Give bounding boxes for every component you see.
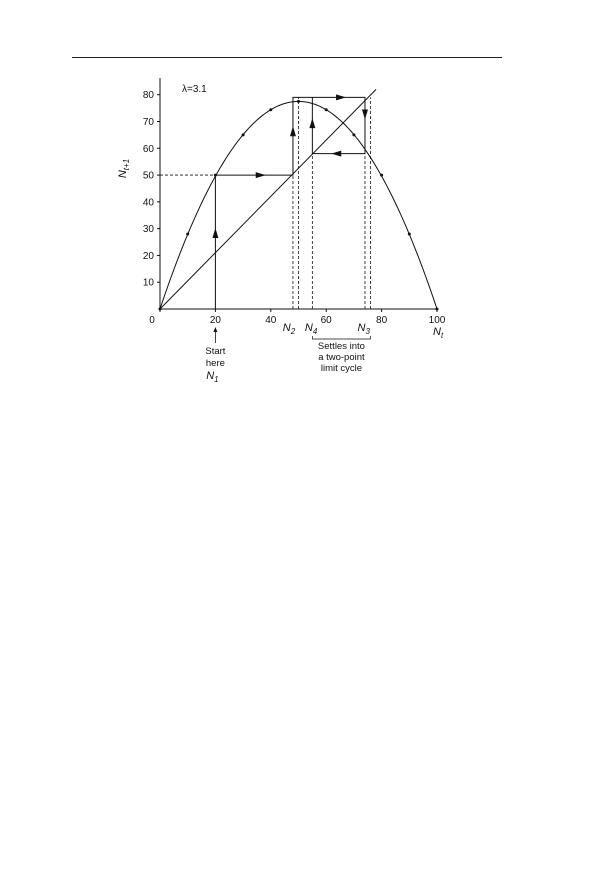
series-identity-line [159,89,377,310]
x-axis-title-sub: t [441,331,444,340]
y-ticks: 10 20 30 40 50 60 70 80 [143,90,160,289]
dashed-guides [160,97,371,309]
y-tick-label: 20 [143,251,155,262]
x-ticks: 0 20 40 60 80 100 [149,309,446,326]
lambda-label: λ=3.1 [182,84,207,95]
x-tick-label: 20 [210,315,222,326]
cobweb-arrows [212,94,368,238]
start-label-n-main: N [206,370,214,382]
start-label-line: Start [205,346,225,357]
iterate-label-sub: 2 [290,327,296,336]
start-label-line: here [206,358,225,369]
x-tick-label: 80 [376,315,388,326]
iterate-label-main: N [305,322,313,334]
settles-label-line: Settles into [318,341,365,352]
x-axis-title: Nt [433,326,444,340]
iterate-label: N3 [358,322,371,336]
arrow-up [289,126,296,137]
start-label-n: N1 [206,370,218,384]
parabola-point [269,108,273,112]
x-tick-label: 0 [149,315,155,326]
settles-bracket [312,336,371,340]
y-tick-label: 60 [143,144,155,155]
x-tick-label: 60 [321,315,333,326]
y-axis-title: Nt+1 [117,159,131,178]
arrow-up [309,118,316,129]
y-tick-label: 30 [143,224,155,235]
x-axis-title-main: N [433,326,441,338]
y-tick-label: 10 [143,278,155,289]
iterate-label: N4 [305,322,318,336]
iterate-labels: N2 N4 N3 [283,322,371,336]
arrow-right [255,172,266,179]
y-tick-label: 50 [143,171,155,182]
cobweb-path [214,96,366,309]
parabola-point [158,307,162,311]
settles-label-line: a two-point [318,352,365,363]
parabola-point [324,108,328,112]
y-axis-title-sub: t+1 [122,159,131,170]
iterate-label-main: N [283,322,291,334]
arrow-right [336,94,347,101]
start-label-n-sub: 1 [214,375,218,384]
parabola-points [158,99,439,311]
iterate-label-sub: 3 [366,327,371,336]
y-tick-label: 80 [143,90,155,101]
arrow-left [331,150,342,157]
parabola-point [186,232,190,236]
y-axis-title-main: N [117,170,129,178]
y-tick-label: 70 [143,117,155,128]
parabola-point [352,133,356,137]
arrow-up [212,228,219,238]
header-rule [72,57,502,58]
x-tick-label: 100 [429,315,446,326]
parabola-point [297,99,300,103]
arrow-down [361,109,368,120]
iterate-label-sub: 4 [313,327,318,336]
parabola-point [380,173,384,177]
parabola-point [241,133,245,137]
x-tick-label: 40 [265,315,277,326]
parabola-point [407,232,411,236]
y-tick-label: 40 [143,197,155,208]
settles-label-line: limit cycle [321,363,362,374]
iterate-label-main: N [358,322,366,334]
parabola-point [435,307,439,311]
iterate-label: N2 [283,322,296,336]
start-arrow-head [213,327,218,332]
